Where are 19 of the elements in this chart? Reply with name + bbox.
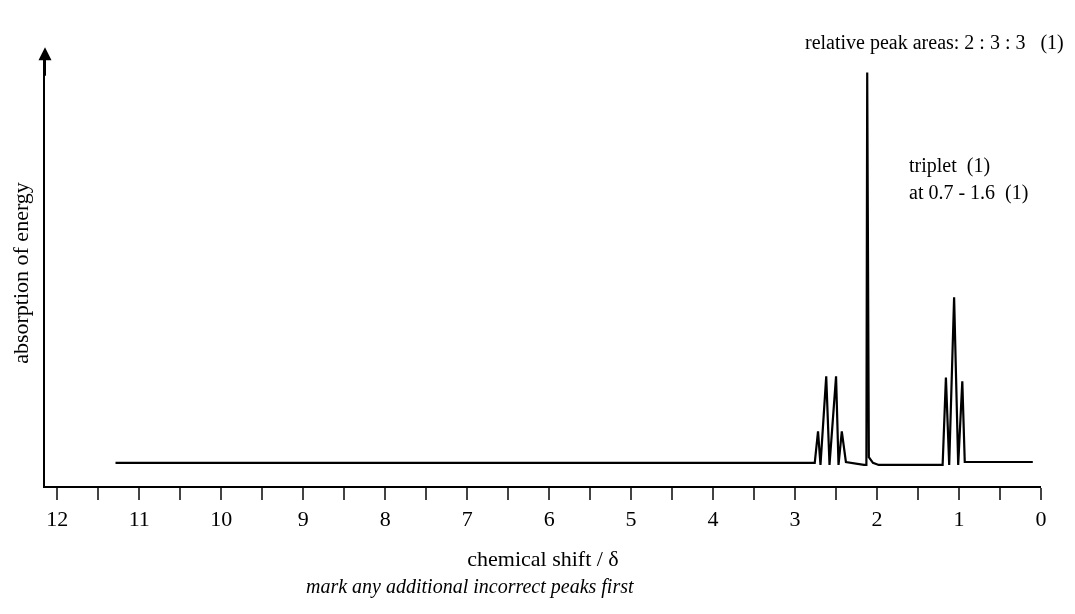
x-tick-label: 10	[210, 506, 233, 532]
x-axis-title: chemical shift / δ	[467, 545, 619, 571]
x-tick-label: 12	[46, 506, 69, 532]
x-tick-label: 6	[543, 506, 555, 532]
x-tick-label: 7	[461, 506, 473, 532]
text: relative peak areas: 2 : 3 : 3 (1)	[805, 31, 1064, 54]
x-tick-label: 1	[953, 506, 965, 532]
annotation: at 0.7 - 1.6 (1)	[909, 181, 1029, 204]
x-tick-label: 5	[625, 506, 637, 532]
x-tick-label: 0	[1035, 506, 1047, 532]
x-tick-label: 3	[789, 506, 801, 532]
x-tick-label: 2	[871, 506, 883, 532]
text: mark any additional incorrect peaks first	[306, 575, 634, 598]
x-tick-label: 11	[128, 506, 150, 532]
x-tick-label: 9	[297, 506, 309, 532]
y-axis-title: absorption of energy	[8, 182, 34, 364]
x-tick-label: 8	[379, 506, 391, 532]
annotation: triplet (1)	[909, 154, 991, 177]
x-tick-label: 4	[707, 506, 719, 532]
